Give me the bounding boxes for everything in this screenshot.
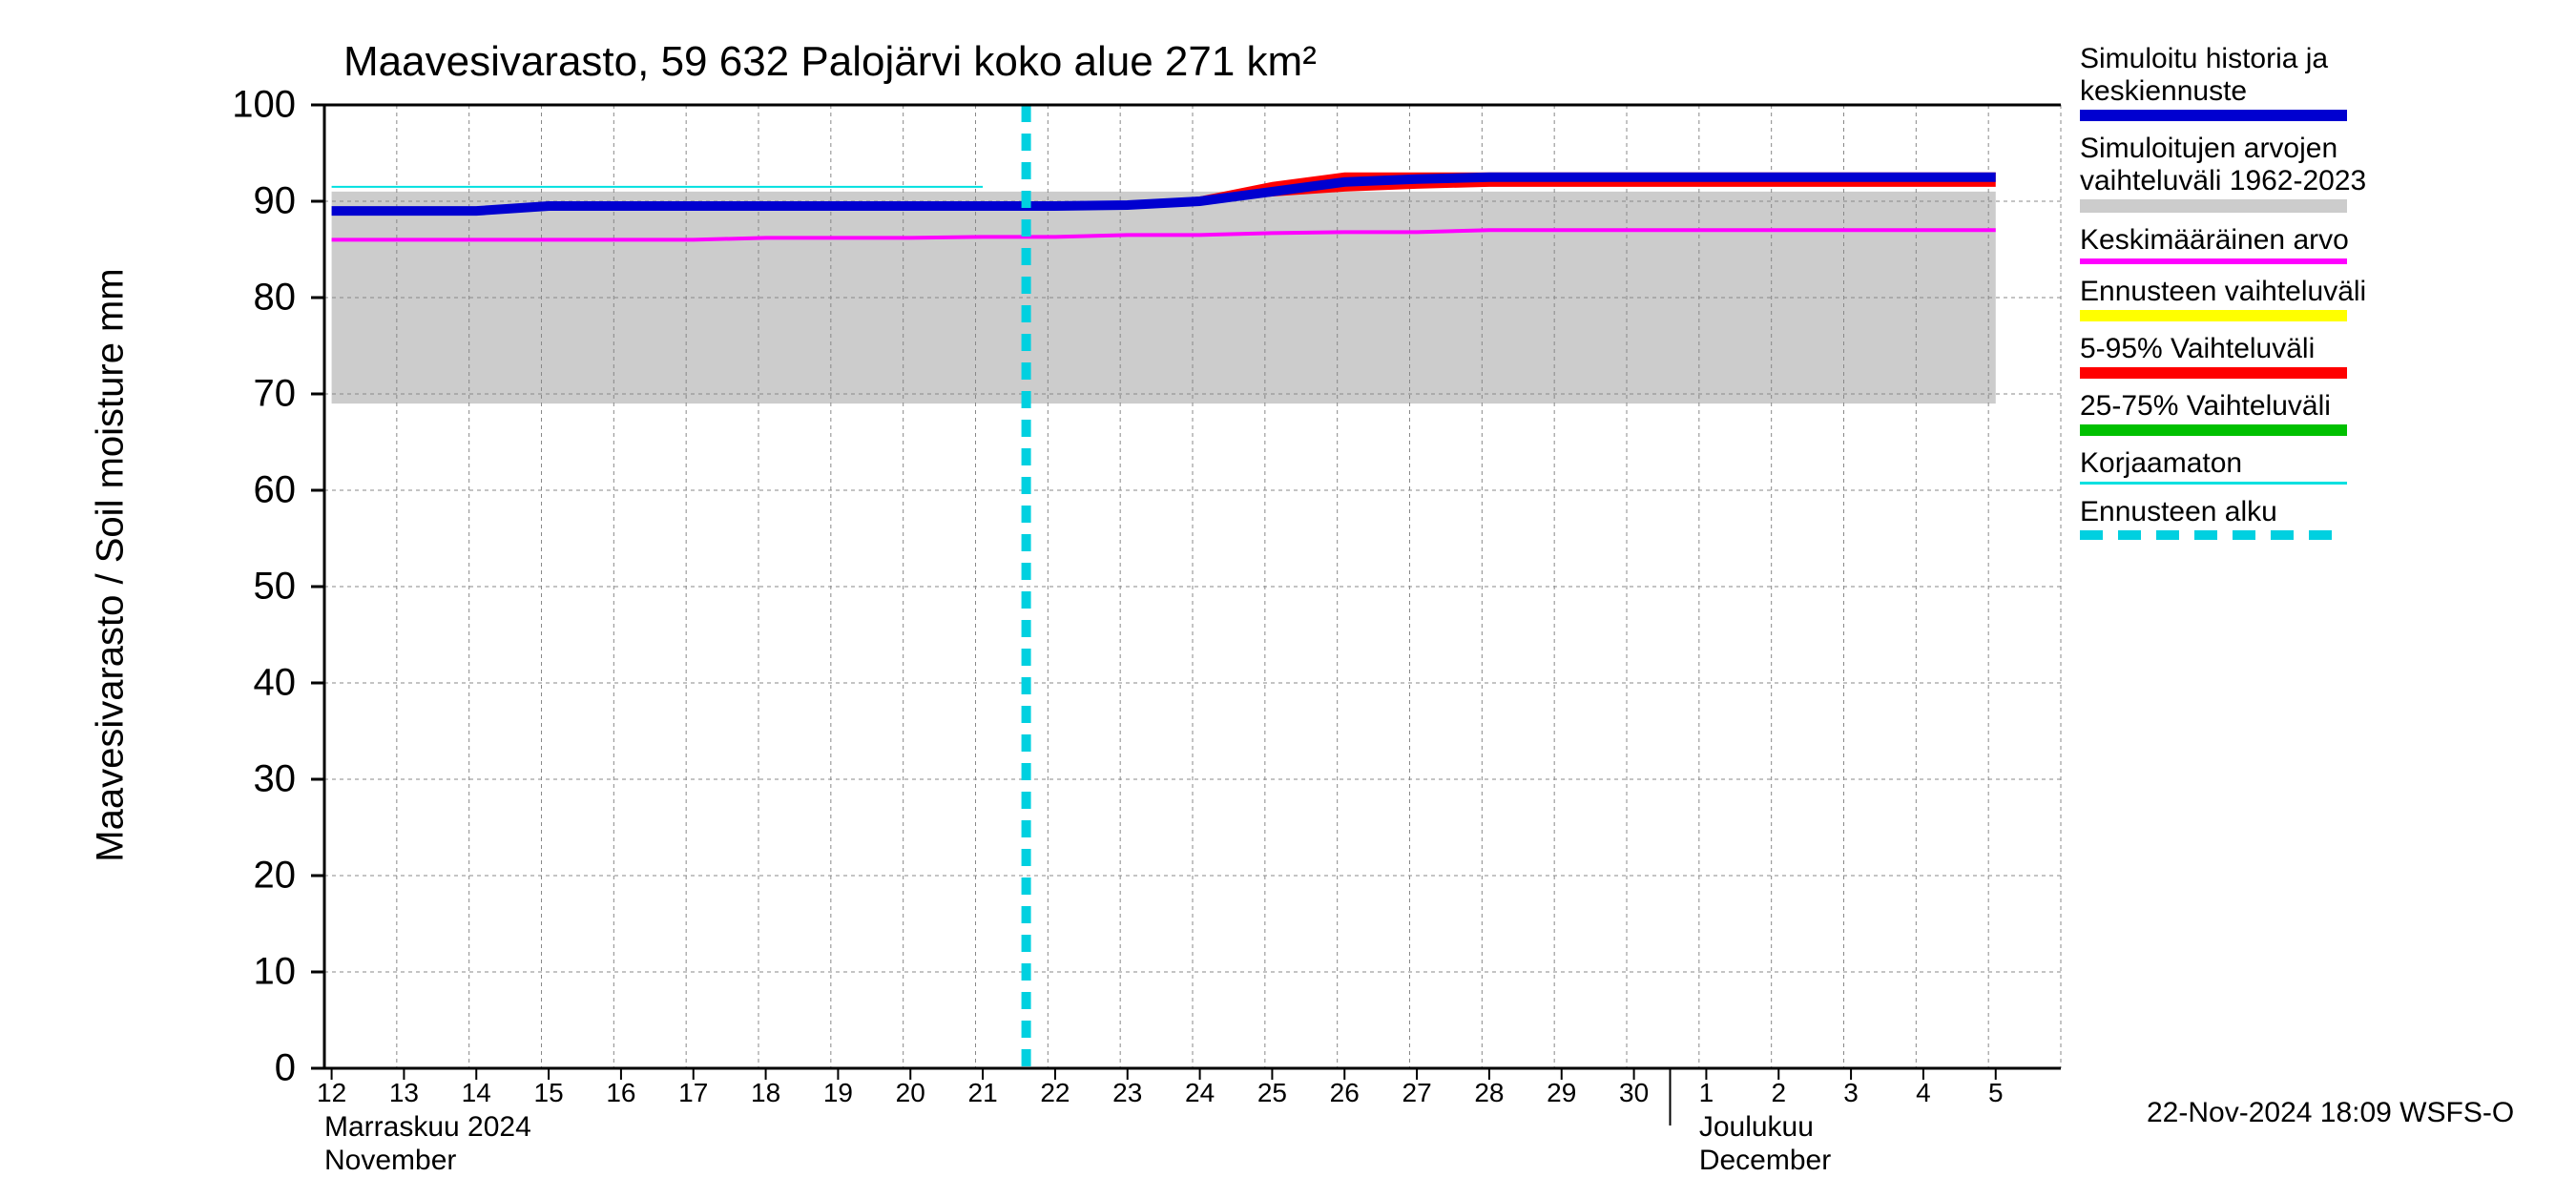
legend-swatch (2080, 310, 2347, 321)
legend-item: Keskimääräinen arvo (2080, 224, 2366, 264)
chart-container: Maavesivarasto, 59 632 Palojärvi koko al… (0, 0, 2576, 1145)
x-tick-label: 30 (1619, 1078, 1649, 1108)
x-tick-label: 1 (1699, 1078, 1714, 1108)
legend-item: Simuloitujen arvojenvaihteluväli 1962-20… (2080, 133, 2366, 213)
legend-label: Korjaamaton (2080, 447, 2366, 480)
x-month-label-en: December (1699, 1145, 1831, 1177)
x-tick-label: 29 (1547, 1078, 1576, 1108)
x-tick-label: 21 (968, 1078, 998, 1108)
footer-text: 22-Nov-2024 18:09 WSFS-O (2147, 1097, 2514, 1129)
y-tick-label: 80 (181, 277, 296, 320)
x-tick-label: 28 (1474, 1078, 1504, 1108)
y-tick-label: 90 (181, 180, 296, 223)
y-tick-label: 60 (181, 469, 296, 512)
x-tick-label: 18 (751, 1078, 780, 1108)
x-month-label-fi: Joulukuu (1699, 1111, 1814, 1144)
legend-label: Ennusteen vaihteluväli (2080, 276, 2366, 308)
legend-item: Korjaamaton (2080, 447, 2366, 485)
chart-title: Maavesivarasto, 59 632 Palojärvi koko al… (343, 38, 1317, 86)
x-tick-label: 12 (317, 1078, 346, 1108)
x-tick-label: 14 (462, 1078, 491, 1108)
x-tick-label: 20 (896, 1078, 925, 1108)
x-tick-label: 2 (1771, 1078, 1786, 1108)
y-tick-label: 10 (181, 951, 296, 994)
legend: Simuloitu historia jakeskiennusteSimuloi… (2080, 43, 2366, 551)
legend-swatch (2080, 367, 2347, 379)
x-tick-label: 23 (1112, 1078, 1142, 1108)
x-tick-label: 3 (1843, 1078, 1859, 1108)
legend-swatch (2080, 424, 2347, 436)
legend-label: Simuloitujen arvojen (2080, 133, 2366, 165)
x-tick-label: 25 (1257, 1078, 1287, 1108)
x-tick-label: 24 (1185, 1078, 1215, 1108)
legend-item: 25-75% Vaihteluväli (2080, 390, 2366, 436)
legend-swatch (2080, 258, 2347, 264)
legend-label: Ennusteen alku (2080, 496, 2366, 528)
x-tick-label: 19 (823, 1078, 853, 1108)
x-tick-label: 13 (389, 1078, 419, 1108)
y-tick-label: 40 (181, 662, 296, 705)
legend-label: keskiennuste (2080, 75, 2366, 108)
legend-label: 25-75% Vaihteluväli (2080, 390, 2366, 423)
x-tick-label: 17 (678, 1078, 708, 1108)
legend-label: Simuloitu historia ja (2080, 43, 2366, 75)
legend-swatch (2080, 482, 2347, 485)
x-tick-label: 26 (1330, 1078, 1360, 1108)
x-month-label-en: November (324, 1145, 456, 1177)
y-tick-label: 100 (181, 84, 296, 127)
x-tick-label: 4 (1916, 1078, 1931, 1108)
x-tick-label: 27 (1402, 1078, 1432, 1108)
y-tick-label: 0 (181, 1047, 296, 1090)
y-axis-label: Maavesivarasto / Soil moisture mm (90, 268, 133, 861)
legend-swatch (2080, 530, 2347, 540)
legend-item: Simuloitu historia jakeskiennuste (2080, 43, 2366, 121)
legend-item: Ennusteen vaihteluväli (2080, 276, 2366, 321)
x-tick-label: 5 (1988, 1078, 2004, 1108)
x-month-label-fi: Marraskuu 2024 (324, 1111, 531, 1144)
y-tick-label: 70 (181, 373, 296, 416)
x-tick-label: 15 (534, 1078, 564, 1108)
legend-label: vaihteluväli 1962-2023 (2080, 165, 2366, 197)
legend-label: Keskimääräinen arvo (2080, 224, 2366, 257)
legend-item: Ennusteen alku (2080, 496, 2366, 540)
legend-swatch (2080, 199, 2347, 213)
x-tick-label: 16 (606, 1078, 635, 1108)
legend-swatch (2080, 110, 2347, 121)
y-tick-label: 30 (181, 758, 296, 801)
y-tick-label: 20 (181, 855, 296, 898)
y-tick-label: 50 (181, 566, 296, 609)
legend-item: 5-95% Vaihteluväli (2080, 333, 2366, 379)
x-tick-label: 22 (1040, 1078, 1070, 1108)
legend-label: 5-95% Vaihteluväli (2080, 333, 2366, 365)
